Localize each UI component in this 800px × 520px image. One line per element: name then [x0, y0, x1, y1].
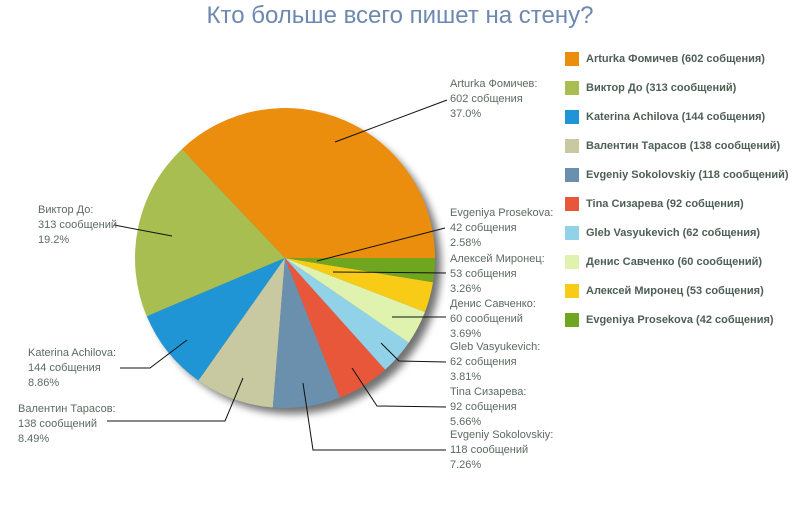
slice-label-line: 3.69% [450, 328, 482, 340]
slice-label-line: 2.58% [450, 237, 482, 249]
slice-label-line: 53 собщения [450, 268, 517, 280]
slice-label-line: Evgeniya Prosekova: [450, 207, 554, 219]
leader-line-1 [113, 224, 173, 237]
slice-label-1: Виктор До: 313 сообщений 19.2% [38, 203, 117, 248]
slice-label-line: 62 собщения [450, 356, 517, 368]
slice-label-line: 37.0% [450, 108, 482, 120]
pie-slice-4[interactable] [272, 258, 340, 409]
slice-label-line: Tina Сизарева: [450, 386, 527, 398]
legend-item-4[interactable]: Evgeniy Sokolovskiy (118 сообщений) [565, 168, 789, 182]
slice-label-line: Arturka Фомичев: [450, 78, 538, 90]
pie-slice-9[interactable] [285, 258, 435, 283]
slice-label-line: 313 сообщений [38, 219, 117, 231]
slice-label-line: 144 собщения [28, 362, 101, 374]
slice-label-line: Katerina Achilova: [28, 347, 117, 359]
slice-label-line: 5.66% [450, 416, 482, 428]
legend-item-1[interactable]: Виктор До (313 сообщений) [565, 81, 736, 95]
pie-slice-8[interactable] [285, 258, 434, 312]
legend-item-label: Gleb Vasyukevich (62 собщения) [586, 227, 761, 239]
slice-label-line: 92 собщения [450, 401, 517, 413]
legend-color-swatch [565, 255, 579, 269]
slice-label-4: Evgeniy Sokolovskiy: 118 сообщений 7.26% [450, 428, 553, 473]
slice-label-line: Виктор До: [38, 204, 94, 216]
legend-item-label: Денис Савченко (60 сообщений) [586, 256, 763, 268]
leader-line-3 [107, 377, 244, 422]
legend-item-label: Алексей Миронец (53 собщения) [586, 285, 764, 297]
legend-item-label: Evgeniya Prosekova (42 собщения) [586, 314, 774, 326]
pie-slice-2[interactable] [146, 258, 285, 381]
legend-item-label: Tina Сизарева (92 собщения) [586, 198, 744, 210]
slice-label-9: Evgeniya Prosekova: 42 собщения 2.58% [450, 206, 553, 251]
slice-label-line: Алексей Миронец: [450, 253, 545, 265]
slice-label-line: 19.2% [38, 234, 70, 246]
legend-item-label: Виктор До (313 сообщений) [586, 82, 737, 94]
slice-label-7: Денис Савченко: 60 сообщений 3.69% [450, 297, 536, 342]
legend-color-swatch [565, 52, 579, 66]
leader-line-9 [316, 227, 446, 262]
legend-item-0[interactable]: Arturka Фомичев (602 собщения) [565, 52, 765, 66]
pie-slice-6[interactable] [285, 258, 409, 370]
legend-item-2[interactable]: Katerina Achilova (144 собщения) [565, 110, 765, 124]
legend-color-swatch [565, 313, 579, 327]
leader-line-4 [302, 382, 446, 451]
pie-slice-3[interactable] [198, 258, 285, 408]
legend-color-swatch [565, 110, 579, 124]
slice-label-line: 602 собщения [450, 93, 523, 105]
pie-slices [134, 108, 435, 409]
legend-item-label: Katerina Achilova (144 собщения) [586, 111, 766, 123]
slice-label-5: Tina Сизарева: 92 собщения 5.66% [450, 385, 526, 430]
legend-color-swatch [565, 284, 579, 298]
legend-item-9[interactable]: Evgeniya Prosekova (42 собщения) [565, 313, 774, 327]
legend-item-8[interactable]: Алексей Миронец (53 собщения) [565, 284, 764, 298]
legend-item-7[interactable]: Денис Савченко (60 сообщений) [565, 255, 762, 269]
slice-label-line: 118 сообщений [450, 444, 529, 456]
slice-label-line: Evgeniy Sokolovskiy: [450, 429, 554, 441]
legend-item-3[interactable]: Валентин Тарасов (138 сообщений) [565, 139, 780, 153]
legend-color-swatch [565, 197, 579, 211]
slice-label-3: Валентин Тарасов: 138 сообщений 8.49% [18, 402, 116, 447]
legend-color-swatch [565, 81, 579, 95]
slice-label-line: Gleb Vasyukevich: [450, 341, 541, 353]
pie-slice-1[interactable] [134, 149, 285, 317]
slice-label-line: 138 сообщений [18, 418, 97, 430]
slice-label-line: 3.26% [450, 283, 482, 295]
slice-label-0: Arturka Фомичев: 602 собщения 37.0% [450, 77, 537, 122]
legend-item-label: Arturka Фомичев (602 собщения) [586, 53, 765, 65]
leader-line-0 [334, 99, 448, 143]
leader-line-6 [380, 342, 447, 363]
legend-item-5[interactable]: Tina Сизарева (92 собщения) [565, 197, 744, 211]
legend-item-label: Валентин Тарасов (138 сообщений) [586, 140, 781, 152]
legend-item-label: Evgeniy Sokolovskiy (118 сообщений) [586, 169, 789, 181]
slice-label-line: 7.26% [450, 459, 482, 471]
slice-label-line: 8.86% [28, 377, 60, 389]
slice-label-line: Валентин Тарасов: [18, 403, 116, 415]
pie-slice-5[interactable] [285, 258, 386, 398]
leader-line-8 [332, 271, 447, 274]
slice-label-6: Gleb Vasyukevich: 62 собщения 3.81% [450, 340, 540, 385]
slice-label-line: 60 сообщений [450, 313, 523, 325]
pie-slice-7[interactable] [285, 258, 425, 343]
pie-slice-0[interactable] [181, 108, 435, 259]
leader-line-2 [120, 339, 188, 369]
slice-label-line: 42 собщения [450, 222, 517, 234]
leader-lines [107, 99, 448, 451]
slice-label-8: Алексей Миронец: 53 собщения 3.26% [450, 252, 545, 297]
legend-color-swatch [565, 226, 579, 240]
leader-line-5 [351, 367, 447, 408]
slice-label-line: 3.81% [450, 371, 482, 383]
slice-label-line: Денис Савченко: [450, 298, 536, 310]
legend-color-swatch [565, 139, 579, 153]
legend-color-swatch [565, 168, 579, 182]
slice-label-line: 8.49% [18, 433, 50, 445]
slice-label-2: Katerina Achilova: 144 собщения 8.86% [28, 346, 116, 391]
chart-title: Кто больше всего пишет на стену? [206, 2, 594, 29]
legend-item-6[interactable]: Gleb Vasyukevich (62 собщения) [565, 226, 760, 240]
